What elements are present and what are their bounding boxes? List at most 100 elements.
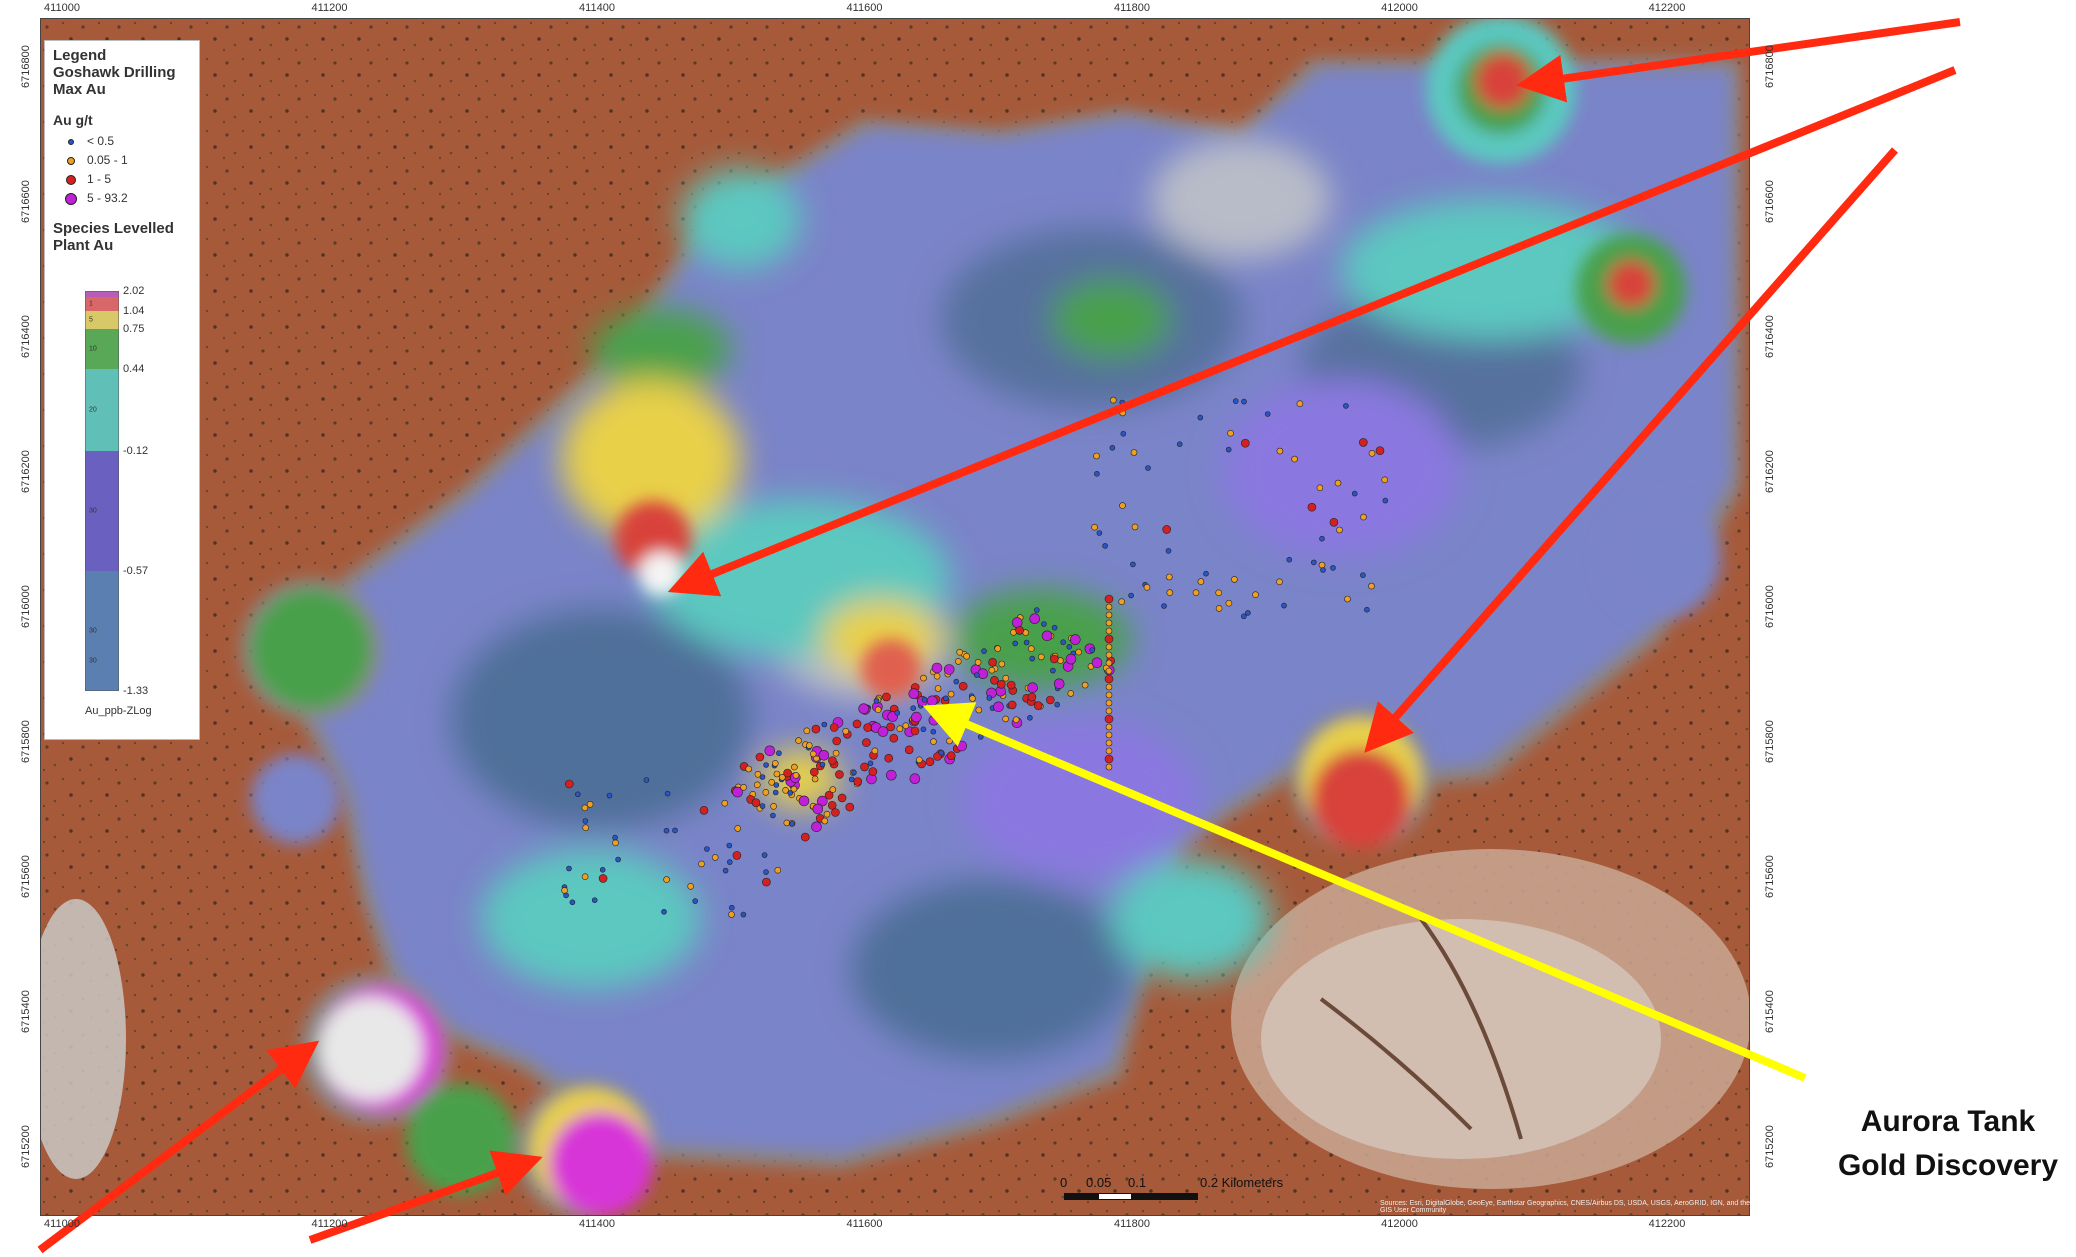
drill-hole-point (1041, 621, 1047, 627)
drill-hole-point (582, 818, 589, 824)
drill-hole-point (911, 711, 922, 723)
drill-hole-point (852, 719, 862, 729)
drill-hole-point (1165, 548, 1172, 554)
salt-pan-east (1231, 849, 1749, 1189)
drill-hole-point (740, 783, 747, 791)
drill-hole-point (1368, 582, 1375, 590)
drill-hole-point (759, 774, 766, 780)
drill-hole-point (998, 660, 1006, 668)
drill-hole-point (1119, 502, 1126, 509)
y-tick-label: 6716800 (1764, 45, 1776, 88)
drill-hole-point (1131, 523, 1139, 531)
drill-hole-point (955, 721, 965, 730)
drill-hole-point (1215, 589, 1222, 597)
drill-hole-point (1027, 692, 1037, 702)
drill-hole-point (956, 648, 964, 656)
drill-hole-point (1320, 567, 1326, 573)
raster-green-1 (591, 309, 731, 389)
drill-hole-point (800, 832, 810, 842)
x-tick-label: 411800 (1114, 1218, 1150, 1230)
drill-hole-point (728, 904, 735, 911)
drill-hole-point (1225, 446, 1232, 453)
drill-hole-point (1197, 578, 1205, 585)
drill-hole-point (946, 751, 956, 761)
drill-hole-point (1316, 484, 1324, 492)
drill-hole-point (805, 742, 813, 749)
drill-hole-point (851, 769, 857, 776)
anomaly-east-lobe (1601, 499, 1721, 619)
anomaly-sw-green (406, 1084, 516, 1194)
drill-hole-point (1360, 572, 1366, 579)
ramp-band-label: 1 (89, 300, 93, 308)
raster-purple-2 (961, 719, 1201, 879)
drill-hole-point (591, 897, 598, 904)
anomaly-west-purple (251, 754, 341, 844)
drill-hole-point (1128, 592, 1134, 599)
drill-hole-point (1343, 403, 1349, 409)
drill-hole-point (858, 703, 870, 715)
drill-hole-point (672, 827, 678, 834)
drill-hole-point (1245, 610, 1251, 616)
drill-hole-point (773, 782, 780, 788)
drill-hole-point (795, 737, 802, 744)
drill-hole-point (1089, 647, 1095, 653)
legend-plant-heading-line: Species Levelled (53, 220, 174, 237)
drill-hole-point (809, 767, 819, 777)
drill-hole-point (1053, 678, 1065, 690)
drill-hole-point (1264, 411, 1271, 417)
scale-label: 0 (1060, 1175, 1068, 1190)
drill-hole-point (812, 803, 824, 815)
drill-hole-point (732, 851, 742, 860)
drill-hole-point (563, 892, 569, 899)
drill-hole-point (661, 908, 667, 915)
drill-hole-point (664, 790, 671, 797)
drill-hole-point (947, 690, 955, 698)
drill-hole-point (1105, 739, 1113, 747)
drill-hole-point (874, 706, 882, 714)
drill-hole-point (910, 726, 920, 736)
drill-hole-point (1118, 598, 1125, 606)
drill-hole-point (732, 786, 743, 798)
raster-slate-2 (851, 879, 1131, 1059)
drill-hole-point (698, 860, 705, 868)
y-tick-label: 6715800 (20, 720, 32, 763)
drill-hole-point (1252, 591, 1259, 599)
drill-hole-point (1319, 535, 1325, 542)
drill-hole-point (1104, 594, 1114, 604)
raster-cyan-3 (481, 849, 701, 989)
map-canvas[interactable] (41, 19, 1749, 1215)
drill-hole-point (910, 705, 917, 712)
drill-hole-point (832, 736, 842, 746)
map-frame[interactable] (40, 18, 1750, 1216)
ramp-band (85, 297, 119, 311)
drill-hole-point (943, 664, 955, 675)
drill-hole-point (586, 800, 594, 808)
drill-hole-point (761, 852, 768, 858)
drill-hole-point (1105, 723, 1113, 731)
drill-hole-point (1104, 754, 1114, 764)
legend-title-line: Max Au (53, 81, 106, 98)
legend-title: Legend Goshawk Drilling Max Au (53, 47, 191, 98)
drill-hole-point (1105, 659, 1113, 667)
drill-hole-point (958, 681, 968, 691)
drill-hole-point (753, 781, 761, 789)
scale-label: 0.1 (1128, 1175, 1147, 1190)
drill-hole-point (564, 779, 574, 789)
drill-hole-point (863, 723, 873, 732)
drill-hole-point (884, 753, 894, 763)
drill-hole-point (1360, 513, 1367, 521)
drill-hole-point (1049, 654, 1059, 664)
drill-hole-point (909, 773, 921, 785)
drill-hole-point (1006, 680, 1016, 690)
drill-class-dot (68, 138, 74, 145)
drill-hole-point (867, 760, 874, 767)
drill-hole-point (1105, 667, 1113, 675)
ramp-tick-label: 2.02 (123, 285, 145, 297)
drill-hole-point (721, 799, 729, 807)
drill-hole-point (908, 688, 920, 700)
y-tick-label: 6715800 (1764, 720, 1776, 763)
drill-hole-point (930, 728, 937, 735)
drill-hole-point (921, 696, 928, 703)
drill-hole-point (1011, 617, 1023, 628)
legend-title-line: Goshawk Drilling (53, 64, 176, 81)
